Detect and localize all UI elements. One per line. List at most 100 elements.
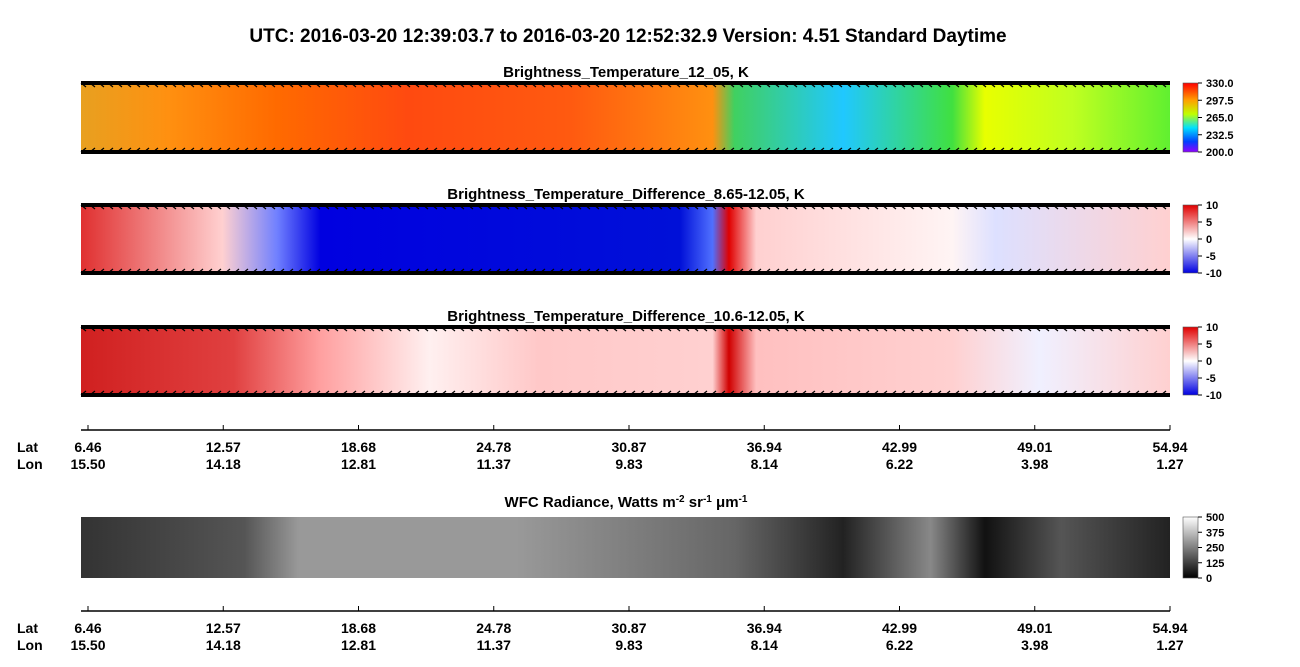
strip-tooth [935, 147, 942, 153]
strip-tooth [665, 82, 672, 88]
strip-tooth [494, 326, 501, 332]
strip-tooth [251, 147, 258, 153]
strip-tooth [125, 147, 132, 153]
strip-tooth [89, 147, 96, 153]
strip-tooth [503, 82, 510, 88]
strip-tooth [1016, 82, 1023, 88]
strip-tooth [647, 147, 654, 153]
strip-tooth [1106, 204, 1113, 210]
strip-tooth [530, 326, 537, 332]
strip-tooth [368, 82, 375, 88]
strip-tooth [188, 390, 195, 396]
strip-tooth [431, 268, 438, 274]
strip-tooth [1142, 147, 1149, 153]
strip-tooth [773, 147, 780, 153]
strip-tooth [368, 390, 375, 396]
strip-tooth [431, 326, 438, 332]
strip-tooth [1097, 204, 1104, 210]
strip-tooth [899, 82, 906, 88]
strip-tooth [116, 204, 123, 210]
strip-tooth [314, 82, 321, 88]
lat-value: 12.57 [206, 439, 241, 455]
strip-tooth [953, 268, 960, 274]
strip-tooth [827, 147, 834, 153]
strip-tooth [989, 326, 996, 332]
strip-tooth [962, 82, 969, 88]
colorbar-label: 250 [1206, 543, 1224, 555]
strip-tooth [161, 326, 168, 332]
strip-tooth [215, 82, 222, 88]
strip-tooth [215, 390, 222, 396]
lat-value: 30.87 [611, 620, 646, 636]
strip-tooth [1160, 82, 1167, 88]
colorbar-label: 0 [1206, 356, 1212, 368]
strip-tooth [962, 147, 969, 153]
strip-tooth [818, 268, 825, 274]
strip-tooth [728, 268, 735, 274]
strip-tooth [386, 390, 393, 396]
strip-tooth [341, 82, 348, 88]
strip-tooth [512, 390, 519, 396]
strip-tooth [701, 326, 708, 332]
strip-tooth [602, 326, 609, 332]
strip-tooth [665, 390, 672, 396]
strip-tooth [359, 268, 366, 274]
strip-tooth [296, 82, 303, 88]
strip-tooth [908, 390, 915, 396]
strip-tooth [872, 82, 879, 88]
strip-tooth [170, 147, 177, 153]
strip-tooth [170, 326, 177, 332]
strip-tooth [269, 147, 276, 153]
strip-tooth [926, 204, 933, 210]
strip-tooth [764, 268, 771, 274]
strip-tooth [278, 147, 285, 153]
strip-tooth [800, 326, 807, 332]
strip-tooth [215, 147, 222, 153]
strip-tooth [863, 204, 870, 210]
strip-tooth [782, 82, 789, 88]
strip-tooth [1115, 390, 1122, 396]
strip-tooth [1070, 326, 1077, 332]
strip-tooth [989, 204, 996, 210]
strip-tooth [494, 82, 501, 88]
strip-tooth [548, 147, 555, 153]
strip-tooth [197, 82, 204, 88]
strip-tooth [1124, 82, 1131, 88]
strip-tooth [152, 82, 159, 88]
strip-tooth [170, 390, 177, 396]
strip-tooth [422, 326, 429, 332]
strip-tooth [1016, 204, 1023, 210]
strip-tooth [620, 268, 627, 274]
strip-tooth [683, 326, 690, 332]
strip-tooth [530, 82, 537, 88]
strip-tooth [116, 268, 123, 274]
strip-tooth [1160, 390, 1167, 396]
strip-tooth [944, 390, 951, 396]
strip-tooth [368, 268, 375, 274]
colorbar-label: 10 [1206, 322, 1218, 334]
strip-tooth [269, 390, 276, 396]
strip-tooth [989, 268, 996, 274]
strip-tooth [656, 326, 663, 332]
strip-tooth [683, 82, 690, 88]
strip-tooth [917, 204, 924, 210]
strip-tooth [395, 390, 402, 396]
strip-tooth [1025, 390, 1032, 396]
strip-tooth [701, 147, 708, 153]
strip-tooth [431, 82, 438, 88]
lon-label: Lon [17, 456, 43, 472]
strip-tooth [737, 147, 744, 153]
strip-tooth [125, 204, 132, 210]
strip-tooth [1025, 82, 1032, 88]
strip-tooth [890, 326, 897, 332]
strip-tooth [1061, 268, 1068, 274]
strip-tooth [134, 390, 141, 396]
strip-tooth [386, 82, 393, 88]
strip-tooth [242, 268, 249, 274]
strip-tooth [917, 82, 924, 88]
strip-tooth [125, 326, 132, 332]
strip-tooth [440, 326, 447, 332]
strip-tooth [278, 204, 285, 210]
lat-value: 18.68 [341, 439, 376, 455]
lon-value: 8.14 [751, 456, 778, 472]
